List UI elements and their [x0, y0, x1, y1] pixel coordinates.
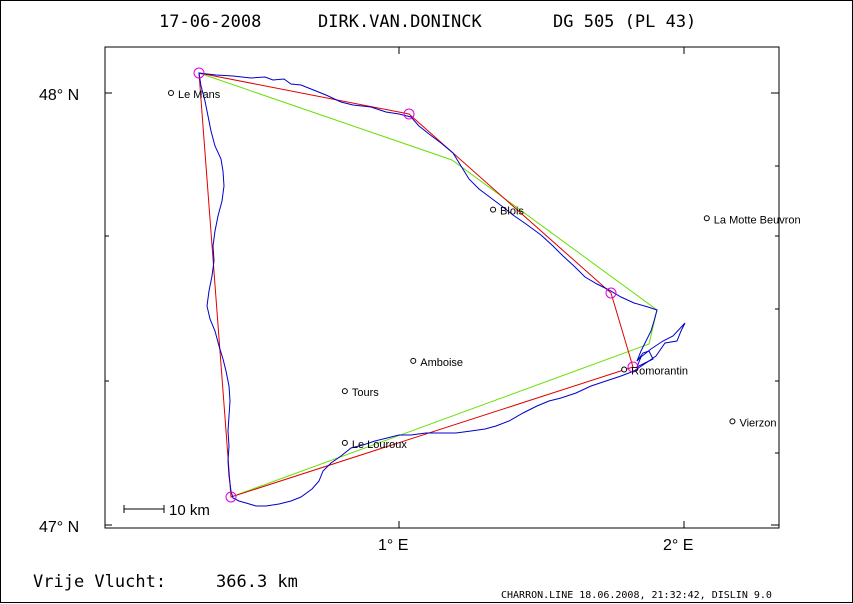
distance-label: Vrije Vlucht: [33, 572, 166, 592]
city-le-louroux: Le Louroux [341, 439, 408, 451]
turnpoint-marker[interactable] [627, 361, 639, 373]
city-marker [168, 90, 174, 96]
city-blois: Blois [490, 206, 524, 218]
gps-track-thermal [636, 350, 654, 369]
lat-label-48: 48° N [39, 87, 79, 104]
flight-date: 17-06-2008 [159, 12, 261, 32]
city-amboise: Amboise [410, 357, 463, 369]
city-tours: Tours [341, 387, 379, 399]
city-label: Vierzon [739, 417, 776, 429]
city-marker [341, 439, 348, 446]
city-marker [621, 366, 628, 373]
plot-frame [104, 46, 780, 529]
city-label: La Motte Beuvron [714, 214, 801, 226]
turnpoint-marker[interactable] [403, 108, 415, 120]
turnpoint-marker[interactable] [225, 491, 237, 503]
city-marker [729, 418, 736, 425]
city-label: Le Mans [178, 89, 221, 101]
city-le-mans: Le Mans [168, 89, 221, 101]
city-romorantin: Romorantin [621, 365, 688, 377]
axis-ticks [105, 47, 779, 528]
gps-track [198, 72, 686, 507]
city-label: Amboise [420, 357, 463, 369]
task-route [198, 72, 634, 498]
pilot-name: DIRK.VAN.DONINCK [318, 12, 483, 32]
city-label: Romorantin [631, 365, 688, 377]
city-marker [703, 215, 710, 222]
city-marker [341, 388, 348, 395]
lat-label-47: 47° N [39, 519, 79, 536]
city-marker [490, 206, 497, 213]
city-label: Blois [500, 206, 524, 218]
city-la-motte-beuvron: La Motte Beuvron [703, 214, 801, 226]
scale-bar-label: 10 km [169, 502, 210, 519]
glider-id: DG 505 (PL 43) [553, 12, 696, 32]
lon-label-2E: 2° E [663, 537, 693, 554]
city-marker [410, 357, 417, 364]
city-vierzon: Vierzon [729, 417, 777, 429]
turnpoint-marker[interactable] [605, 287, 617, 299]
cities-layer: Le Mans Blois La Motte Beuvron Amboise Tours… [168, 89, 801, 451]
city-label: Le Louroux [352, 439, 408, 451]
turnpoint-marker[interactable] [193, 67, 205, 79]
lon-label-1E: 1° E [378, 537, 408, 554]
turnpoints [193, 67, 639, 503]
credits: CHARRON.LINE 18.06.2008, 21:32:42, DISLI… [501, 590, 772, 601]
scale-bar: 10 km [123, 502, 210, 519]
distance-value: 366.3 km [216, 572, 298, 592]
city-label: Tours [352, 387, 379, 399]
